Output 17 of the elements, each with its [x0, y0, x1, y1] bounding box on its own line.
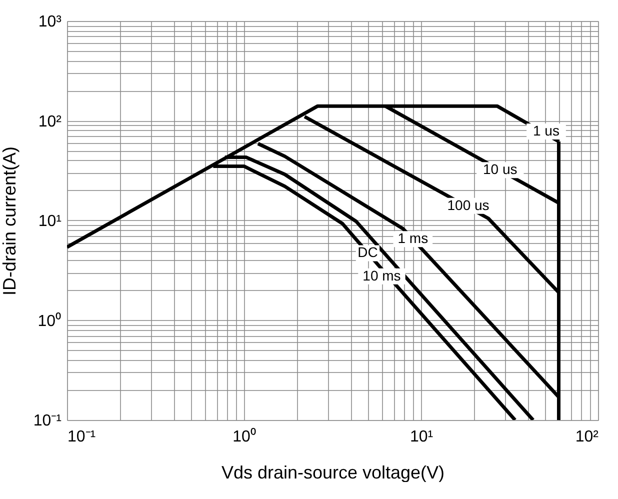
y-tick-label: 10¹: [38, 213, 62, 230]
annotation: 100 us: [447, 196, 490, 213]
annotation: 10 ms: [362, 267, 401, 284]
y-tick-label: 10⁻¹: [33, 412, 62, 430]
annotation: 10 us: [483, 161, 518, 178]
x-tick-label: 10²: [575, 428, 600, 446]
x-tick-label: 10⁻¹: [68, 428, 96, 446]
y-axis-title: ID-drain current(A): [0, 146, 20, 296]
x-tick-label: 10¹: [410, 428, 434, 446]
y-tick-label: 10⁰: [38, 312, 62, 330]
annotation: DC: [358, 244, 378, 260]
x-tick-label: 10⁰: [232, 428, 256, 446]
y-tick-label: 10³: [38, 14, 62, 30]
annotation: 1 ms: [398, 230, 428, 246]
x-axis-title: Vds drain-source voltage(V): [221, 462, 445, 482]
y-tick-label: 10²: [38, 113, 62, 130]
annotation: 1 us: [533, 122, 560, 139]
